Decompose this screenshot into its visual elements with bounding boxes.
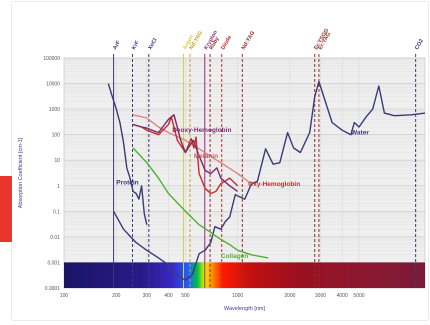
x-tick-label: 200	[112, 293, 121, 299]
x-tick-label: 1000	[232, 293, 243, 299]
series-line	[132, 147, 269, 259]
laser-label: ArF	[112, 39, 122, 51]
chart-frame: ArF KrF XeCl Argon Nd:YAG Krypton Ruby Diode Nd:…	[12, 2, 428, 320]
laser-label: Diode	[220, 35, 233, 51]
x-tick-label: 500	[181, 293, 190, 299]
y-tick-label: 10	[54, 158, 60, 164]
series-line	[112, 80, 426, 281]
series-annotation: Protein	[116, 180, 138, 187]
series-annotation: Water	[351, 130, 369, 137]
series-annotation: Melanin	[194, 153, 218, 160]
x-tick-label: 300	[143, 293, 152, 299]
x-tick-label: 4000	[337, 293, 348, 299]
series-line	[132, 116, 239, 195]
series-annotation: Deoxy-Hemoglobin	[172, 127, 231, 134]
series-annotation: Collagen	[221, 253, 248, 260]
x-axis-title: Wavelength [nm]	[224, 306, 266, 312]
y-tick-label: 1	[57, 184, 60, 190]
y-axis-title: Absorption Coefficient [cm-1]	[18, 137, 24, 208]
series-annotation: Oxy-Hemoglobin	[248, 181, 300, 188]
x-tick-label: 2000	[284, 293, 295, 299]
laser-label: Nd:YAG	[241, 30, 256, 51]
y-tick-label: 100000	[43, 56, 60, 62]
y-tick-label: 100	[52, 133, 61, 139]
x-tick-label: 3000	[315, 293, 326, 299]
laser-label: XeCl	[147, 37, 159, 51]
y-tick-label: 0.01	[50, 235, 60, 241]
y-tick-label: 0.0001	[45, 286, 61, 292]
plot-background	[63, 57, 426, 289]
red-side-tab	[0, 176, 12, 242]
spectrum-band	[64, 262, 425, 288]
laser-label: CO2	[414, 38, 425, 51]
laser-label: KrF	[131, 39, 141, 51]
y-tick-label: 0.1	[53, 209, 60, 215]
y-tick-label: 10000	[46, 82, 60, 88]
series-line	[107, 83, 148, 225]
y-tick-label: 0.001	[47, 260, 60, 266]
x-tick-label: 400	[164, 293, 173, 299]
x-tick-label: 5000	[353, 293, 364, 299]
x-tick-label: 100	[60, 293, 69, 299]
y-tick-label: 1000	[49, 107, 60, 113]
series-line	[132, 114, 239, 192]
